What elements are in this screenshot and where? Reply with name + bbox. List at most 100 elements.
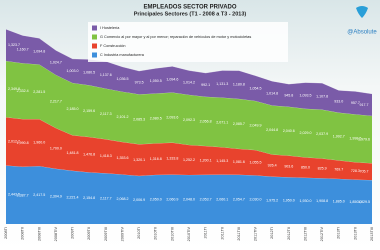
x-tick-label: 2013TIII [370,227,374,241]
value-label: 2,387.7 [17,193,29,197]
area [6,29,372,116]
x-tick-label: 2010TIV [187,227,191,242]
value-label: 957.7 [351,101,360,105]
value-label: 1,908.8 [316,199,328,203]
value-label: 2,053.7 [200,197,212,201]
plot-area: 2,443.52,387.7 2,417.5 2,304.9 2,221.4 2,154… [4,29,374,241]
value-label: 2,443.5 [8,193,20,197]
value-label: 728.3 [351,169,360,173]
x-tick-label: 2008TII [21,227,25,240]
value-label: 2,085.3 [133,117,145,121]
value-label: 1,003.0 [67,69,79,73]
value-label: 2,417.5 [33,193,45,197]
value-label: 2,349.8 [8,87,20,91]
value-label: 1,960.0 [33,141,45,145]
value-label: 1,094.8 [33,49,45,53]
value-label: 903.6 [284,164,293,168]
value-label: 1,333.8 [166,157,178,161]
value-label: 2,085.7 [233,122,245,126]
x-tick-label: 2008TIV [54,227,58,242]
x-tick-label: 2010TII [154,227,158,240]
watermark: @Absolute [347,30,377,36]
legend-label: I Hostelería [100,26,120,30]
chart-title: EMPLEADOS SECTOR PRIVADO [143,5,236,11]
area [6,165,372,224]
value-label: 1,323.7 [8,43,20,47]
value-label: 2,040.6 [283,129,295,133]
value-label: 1,080.5 [83,70,95,74]
value-label: 1,829.5 [358,200,370,204]
value-label: 1,107.8 [316,94,328,98]
area [6,60,372,164]
value-label: 1,930.0 [299,199,311,203]
value-label: 1,024.7 [50,61,62,65]
value-label: 1,050.5 [150,79,162,83]
value-label: 2,093.6 [166,116,178,120]
x-tick-label: 2011TIII [237,227,241,241]
value-label: 1,700.0 [50,146,62,150]
value-label: 1,320.1 [133,158,145,162]
value-label: 705.7 [360,170,369,174]
x-tick-label: 2013TII [353,227,357,240]
value-label: 2,056.8 [200,119,212,123]
value-label: 2,060.9 [166,197,178,201]
value-label: 945.8 [284,93,293,97]
x-tick-label: 2009TII [87,227,91,240]
value-label: 1,476.8 [83,153,95,157]
x-tick-label: 2012TI [270,227,274,239]
value-label: 1,992.7 [333,134,345,138]
chart-subtitle: Principales Sectores (T1 - 2008 a T3 - 2… [134,11,247,17]
value-label: 1,093.5 [299,94,311,98]
value-label: 1,014.2 [183,81,195,85]
x-tick-label: 2012TIII [303,227,307,241]
value-label: 992.1 [201,83,210,87]
legend-label: C Industria manufacturera [100,53,145,57]
x-tick-label: 2012TIV [320,227,324,242]
x-tick-label: 2010TIII [170,227,174,241]
value-label: 2,080.5 [150,116,162,120]
value-label: 1,998.5 [349,136,361,140]
logo-icon [356,6,368,18]
value-label: 2,154.8 [83,196,95,200]
value-label: 1,353.6 [116,156,128,160]
value-label: 2,117.7 [100,197,112,201]
value-label: 1,081.6 [233,160,245,164]
value-label: 2,159.6 [83,109,95,113]
value-label: 769.7 [334,168,343,172]
value-label: 2,037.9 [316,132,328,136]
value-label: 2,030.0 [250,198,262,202]
x-tick-label: 2008TIII [37,227,41,241]
value-label: 1,481.8 [67,151,79,155]
value-label: 2,092.3 [183,118,195,122]
value-label: 2,101.2 [116,115,128,119]
value-label: 2,006.9 [133,198,145,202]
legend-swatch [92,34,97,40]
legend-swatch [92,25,97,31]
value-label: 2,048.0 [183,197,195,201]
value-label: 1,137.6 [100,73,112,77]
value-label: 1,316.8 [150,157,162,161]
value-label: 1,252.2 [183,158,195,162]
value-label: 2,050.0 [150,197,162,201]
value-label: 1,145.3 [216,159,228,163]
value-label: 1,990.8 [17,141,29,145]
value-label: 1,850.0 [349,200,361,204]
value-label: 2,304.9 [50,194,62,198]
x-tick-label: 2011TII [220,227,224,240]
value-label: 2,332.4 [17,89,29,93]
x-tick-label: 2009TI [71,227,75,239]
value-label: 2,185.0 [67,107,79,111]
value-label: 2,068.2 [116,197,128,201]
value-label: 2,221.4 [67,195,79,199]
value-label: 1,036.5 [116,77,128,81]
value-label: 2,281.5 [33,90,45,94]
legend-swatch [92,43,97,49]
value-label: 1,054.5 [250,86,262,90]
value-label: 2,117.3 [100,112,112,116]
legend-swatch [92,52,97,58]
legend-label: G Comercio al por mayor y al por menor; … [100,35,251,39]
value-label: 1,979.6 [358,138,370,142]
area-edge [5,29,373,95]
value-label: 1,885.0 [333,199,345,203]
legend: I Hostelería G Comercio al por mayor y al… [92,25,251,58]
